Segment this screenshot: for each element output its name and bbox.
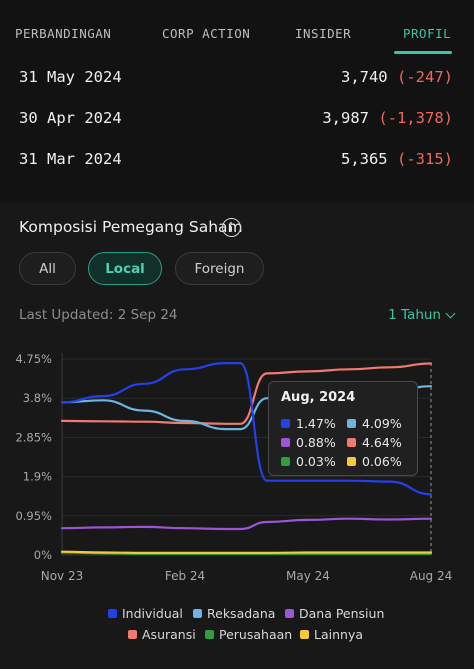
legend-label: Reksadana	[207, 606, 276, 621]
x-tick-label: May 24	[286, 569, 330, 583]
row-value: 5,365	[340, 150, 388, 168]
tab-profil[interactable]: PROFIL	[403, 26, 452, 41]
legend-swatch	[108, 609, 117, 618]
series-line-lainnya[interactable]	[60, 550, 433, 554]
swatch-dana-pensiun	[281, 438, 290, 447]
info-icon[interactable]	[222, 218, 241, 237]
tooltip-item-lainnya: 0.06%	[347, 454, 402, 469]
tooltip-value: 1.47%	[296, 416, 336, 431]
tooltip-value: 4.64%	[362, 435, 402, 450]
y-tick-label: 0%	[34, 548, 52, 562]
filter-local-button[interactable]: Local	[88, 252, 162, 285]
legend-swatch	[205, 630, 214, 639]
y-tick-label: 2.85%	[15, 430, 52, 444]
row-change: (-315)	[397, 150, 453, 168]
row-date: 31 Mar 2024	[19, 150, 122, 168]
chart-tooltip: Aug, 2024 1.47% 4.09% 0.88% 4.64% 0.03% …	[268, 381, 418, 476]
row-value-group: 3,740 (-247)	[341, 68, 453, 86]
section-title: Komposisi Pemegang Saham	[19, 218, 243, 236]
series-line-dana-pensiun[interactable]	[60, 517, 433, 531]
tooltip-value: 0.88%	[296, 435, 336, 450]
x-tick-label: Aug 24	[410, 569, 453, 583]
legend-swatch	[285, 609, 294, 618]
swatch-individual	[281, 419, 290, 428]
x-tick-label: Feb 24	[165, 569, 205, 583]
row-value: 3,987	[322, 109, 369, 127]
y-tick-label: 3.8%	[23, 391, 52, 405]
y-tick-label: 0.95%	[15, 509, 52, 523]
tab-bar: PERBANDINGAN CORP ACTION INSIDER PROFIL	[0, 0, 474, 56]
row-change: (-247)	[397, 68, 453, 86]
tab-corp-action[interactable]: CORP ACTION	[162, 26, 251, 41]
legend-perusahaan[interactable]: Perusahaan	[205, 627, 292, 642]
y-tick-label: 4.75%	[15, 352, 52, 366]
row-date: 30 Apr 2024	[19, 109, 122, 127]
chevron-down-icon	[445, 308, 456, 318]
x-tick-label: Nov 23	[41, 569, 84, 583]
row-date: 31 May 2024	[19, 68, 122, 86]
list-item: 31 May 2024 3,740 (-247)	[0, 64, 474, 94]
legend-dana-pensiun[interactable]: Dana Pensiun	[285, 606, 384, 621]
range-label: 1 Tahun	[388, 307, 441, 323]
swatch-lainnya	[347, 457, 356, 466]
tooltip-item-reksadana: 4.09%	[347, 416, 402, 431]
list-item: 31 Mar 2024 5,365 (-315)	[0, 146, 474, 176]
history-list: 31 May 2024 3,740 (-247) 30 Apr 2024 3,9…	[0, 56, 474, 202]
legend-label: Individual	[122, 606, 183, 621]
series-line-individual[interactable]	[60, 362, 433, 496]
tooltip-value: 4.09%	[362, 416, 402, 431]
series-line-asuransi[interactable]	[60, 362, 433, 425]
row-value-group: 5,365 (-315)	[341, 150, 453, 168]
legend-swatch	[193, 609, 202, 618]
tooltip-value: 0.06%	[362, 454, 402, 469]
tab-insider[interactable]: INSIDER	[295, 26, 352, 41]
tab-perbandingan[interactable]: PERBANDINGAN	[15, 26, 112, 41]
legend-swatch	[300, 630, 309, 639]
tooltip-item-asuransi: 4.64%	[347, 435, 402, 450]
legend-label: Asuransi	[142, 627, 196, 642]
legend-asuransi[interactable]: Asuransi	[128, 627, 196, 642]
swatch-perusahaan	[281, 457, 290, 466]
tab-active-indicator	[394, 51, 452, 54]
tooltip-item-dana-pensiun: 0.88%	[281, 435, 336, 450]
row-value: 3,740	[340, 68, 388, 86]
tooltip-title: Aug, 2024	[281, 390, 356, 405]
last-updated-text: Last Updated: 2 Sep 24	[19, 307, 178, 323]
tooltip-item-individual: 1.47%	[281, 416, 336, 431]
legend-label: Perusahaan	[219, 627, 293, 642]
legend-swatch	[128, 630, 137, 639]
legend-lainnya[interactable]: Lainnya	[300, 627, 363, 642]
range-dropdown[interactable]: 1 Tahun	[388, 307, 456, 323]
legend-label: Dana Pensiun	[299, 606, 385, 621]
filter-all-button[interactable]: All	[19, 252, 76, 285]
tooltip-item-perusahaan: 0.03%	[281, 454, 336, 469]
legend-reksadana[interactable]: Reksadana	[193, 606, 275, 621]
swatch-reksadana	[347, 419, 356, 428]
row-value-group: 3,987 (-1,378)	[322, 109, 453, 127]
filter-foreign-button[interactable]: Foreign	[175, 252, 264, 285]
row-change: (-1,378)	[378, 109, 453, 127]
swatch-asuransi	[347, 438, 356, 447]
tooltip-value: 0.03%	[296, 454, 336, 469]
legend-individual[interactable]: Individual	[108, 606, 183, 621]
shareholder-composition-section: Komposisi Pemegang Saham All Local Forei…	[0, 203, 474, 669]
y-tick-label: 1.9%	[23, 470, 52, 484]
list-item: 30 Apr 2024 3,987 (-1,378)	[0, 105, 474, 135]
legend-label: Lainnya	[314, 627, 363, 642]
